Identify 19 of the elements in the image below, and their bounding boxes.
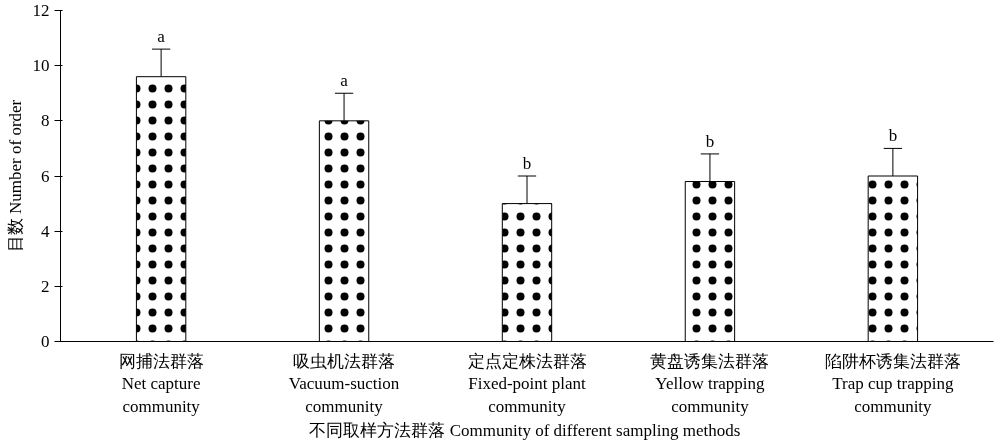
- x-axis-title: 不同取样方法群落 Community of different sampling methods: [309, 421, 741, 441]
- annotation: a: [157, 27, 166, 47]
- x-tick-label: 黄盘诱集法群落 Yellow trapping community: [650, 351, 770, 417]
- annotation: b: [522, 154, 532, 173]
- y-tick-label: 2: [41, 276, 50, 296]
- x-tick-label: 吸虫机法群落 Vacuum-suction community: [288, 351, 400, 417]
- y-tick-label: 6: [41, 166, 50, 186]
- x-tick-label: 陷阱杯诱集法群落 Trap cup trapping community: [824, 351, 961, 417]
- y-tick-label: 0: [41, 332, 50, 351]
- x-tick-label: 网捕法群落 Net capture community: [118, 351, 204, 417]
- x-tick-label: 定点定株法群落 Fixed-point plant community: [467, 351, 587, 417]
- y-tick-label: 10: [32, 56, 50, 76]
- y-tick-label: 4: [41, 221, 50, 241]
- y-tick-label: 8: [41, 111, 50, 131]
- y-axis-title: 目数 Number of order: [5, 99, 25, 253]
- annotation: b: [888, 126, 898, 146]
- annotation: b: [705, 131, 715, 151]
- annotation: a: [340, 71, 349, 91]
- y-tick-label: 12: [32, 1, 50, 20]
